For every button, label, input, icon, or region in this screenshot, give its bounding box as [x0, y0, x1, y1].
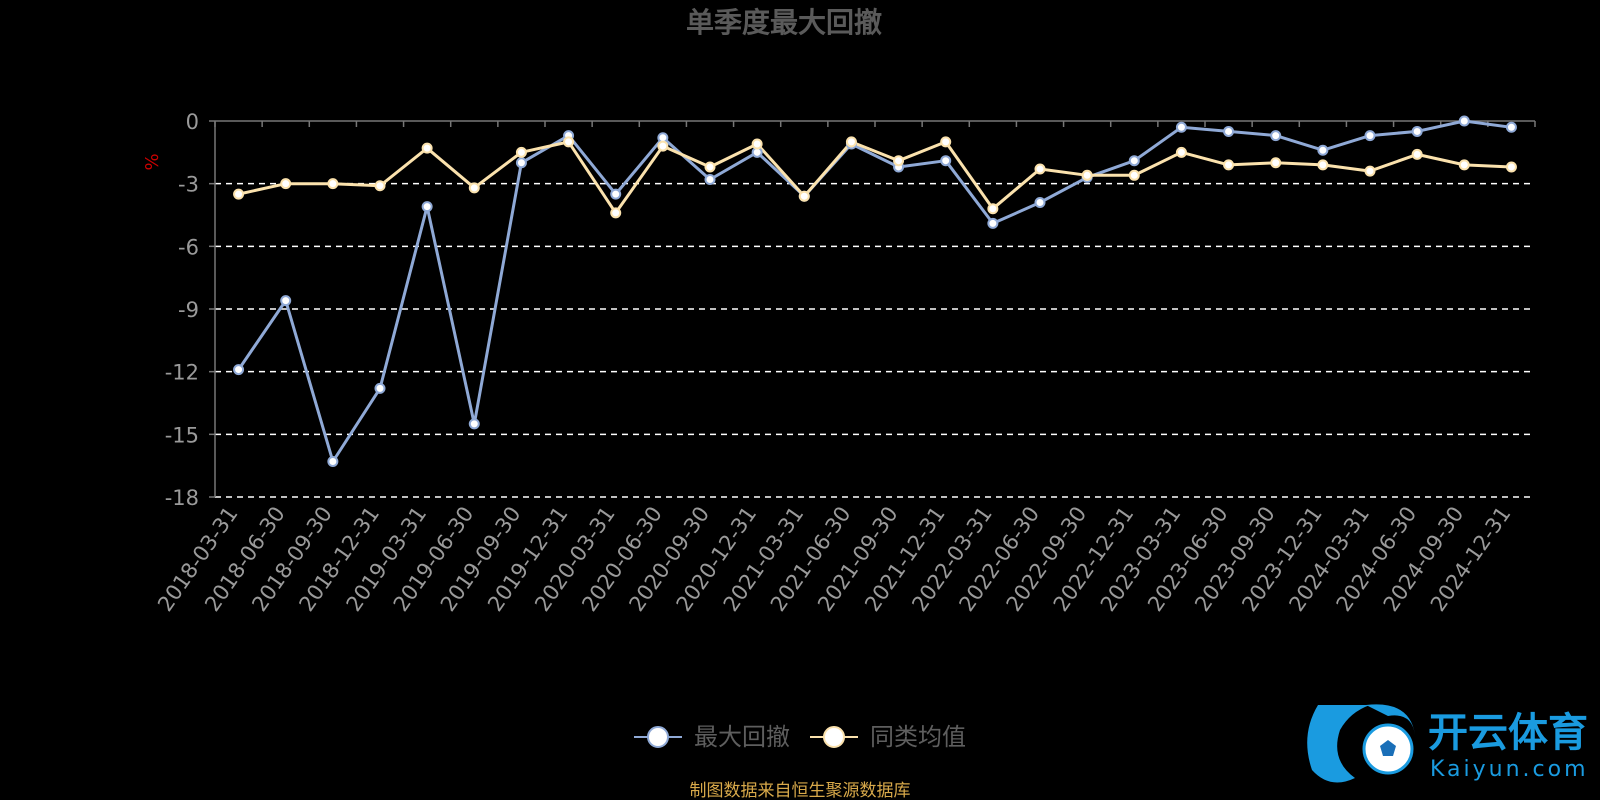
series-line-1 [238, 140, 1512, 215]
data-point-1[interactable] [987, 203, 999, 215]
soccer-ball-icon [1307, 704, 1415, 783]
legend-item-max-drawdown[interactable]: 最大回撤 [634, 723, 790, 751]
legend: 最大回撤 同类均值 [634, 723, 966, 751]
watermark-logo: 开云体育 Kaiyun.com [1307, 704, 1589, 783]
legend-marker-max-drawdown [647, 726, 669, 748]
data-point-1[interactable] [1411, 148, 1423, 160]
y-tick-label: -6 [178, 235, 199, 259]
watermark-cn: 开云体育 [1428, 710, 1588, 756]
data-point-1[interactable] [893, 155, 905, 167]
data-point-0[interactable] [233, 364, 245, 376]
legend-label-max-drawdown: 最大回撤 [694, 723, 790, 751]
grid-lines [215, 182, 1535, 498]
data-point-0[interactable] [1034, 196, 1046, 208]
data-point-1[interactable] [940, 136, 952, 148]
data-point-0[interactable] [515, 157, 527, 169]
data-point-0[interactable] [327, 455, 339, 467]
legend-item-peer-average[interactable]: 同类均值 [810, 723, 966, 751]
data-point-0[interactable] [610, 188, 622, 200]
y-tick-label: 0 [186, 110, 199, 134]
data-point-1[interactable] [1458, 159, 1470, 171]
data-point-0[interactable] [468, 418, 480, 430]
y-axis-label: % [142, 153, 163, 170]
data-point-1[interactable] [515, 146, 527, 158]
source-note: 制图数据来自恒生聚源数据库 [690, 781, 911, 800]
data-point-0[interactable] [1270, 130, 1282, 142]
data-point-1[interactable] [845, 136, 857, 148]
data-point-0[interactable] [1364, 130, 1376, 142]
series-lines [233, 115, 1517, 467]
data-point-0[interactable] [280, 295, 292, 307]
data-point-0[interactable] [1223, 125, 1235, 137]
data-point-1[interactable] [1223, 159, 1235, 171]
chart-title: 单季度最大回撤 [686, 6, 882, 39]
data-point-1[interactable] [1128, 169, 1140, 181]
y-tick-label: -18 [165, 486, 199, 510]
y-tick-label: -15 [165, 423, 199, 447]
data-point-1[interactable] [233, 188, 245, 200]
data-point-1[interactable] [1505, 161, 1517, 173]
data-point-0[interactable] [1458, 115, 1470, 127]
data-point-0[interactable] [704, 173, 716, 185]
data-point-1[interactable] [468, 182, 480, 194]
data-point-0[interactable] [374, 382, 386, 394]
data-point-1[interactable] [798, 190, 810, 202]
y-tick-label: -9 [178, 298, 199, 322]
y-tick-labels: 0 -3 -6 -9 -12 -15 -18 [165, 110, 199, 510]
watermark-en: Kaiyun.com [1430, 757, 1589, 782]
data-point-0[interactable] [1175, 121, 1187, 133]
data-point-1[interactable] [1317, 159, 1329, 171]
data-point-0[interactable] [940, 155, 952, 167]
y-tick-label: -12 [165, 361, 199, 385]
axes [209, 120, 1536, 498]
legend-marker-peer-average [823, 726, 845, 748]
data-point-1[interactable] [704, 161, 716, 173]
data-point-1[interactable] [563, 136, 575, 148]
data-point-1[interactable] [280, 178, 292, 190]
data-point-1[interactable] [327, 178, 339, 190]
data-point-0[interactable] [987, 217, 999, 229]
data-point-1[interactable] [751, 138, 763, 150]
data-point-0[interactable] [1128, 155, 1140, 167]
data-point-1[interactable] [421, 142, 433, 154]
data-point-1[interactable] [1364, 165, 1376, 177]
data-point-1[interactable] [374, 180, 386, 192]
data-point-0[interactable] [1505, 121, 1517, 133]
data-point-0[interactable] [421, 201, 433, 213]
data-point-1[interactable] [1175, 146, 1187, 158]
data-point-1[interactable] [610, 207, 622, 219]
data-point-0[interactable] [1411, 125, 1423, 137]
data-point-0[interactable] [1317, 144, 1329, 156]
series-line-0 [237, 119, 1512, 463]
legend-label-peer-average: 同类均值 [870, 723, 966, 751]
data-point-1[interactable] [657, 140, 669, 152]
data-point-1[interactable] [1081, 169, 1093, 181]
y-tick-label: -3 [178, 173, 199, 197]
data-point-1[interactable] [1034, 163, 1046, 175]
data-point-1[interactable] [1270, 157, 1282, 169]
x-tick-labels: 2018-03-312018-06-302018-09-302018-12-31… [153, 502, 1516, 616]
